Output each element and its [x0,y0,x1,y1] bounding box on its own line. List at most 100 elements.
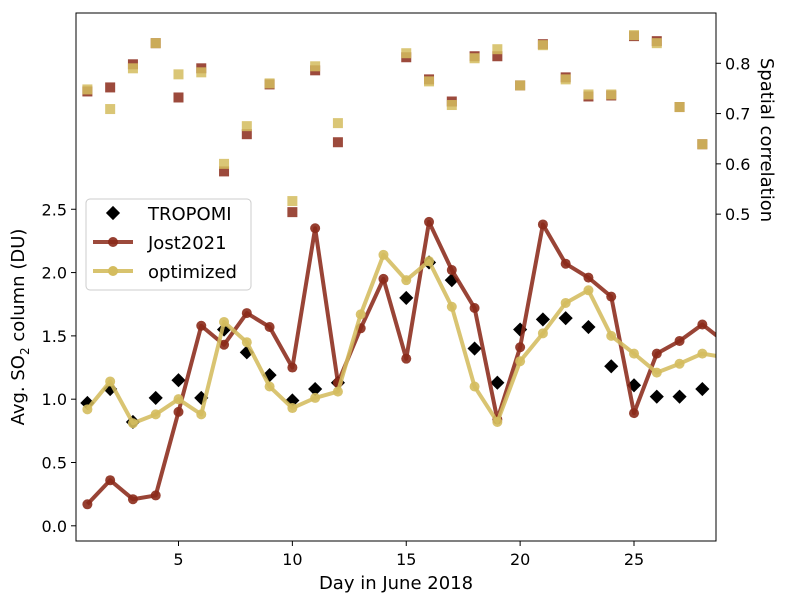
optimized-point [332,386,343,397]
correlation-point-optimized [424,76,435,87]
legend-jost-label: Jost2021 [147,233,227,254]
correlation-point-optimized [127,63,138,74]
optimized-point [469,381,480,392]
x-tick-label: 10 [282,550,302,569]
jost2021-point [606,291,617,302]
correlation-point-optimized [674,102,685,113]
correlation-point-optimized [583,89,594,100]
correlation-point-optimized [606,89,617,100]
x-tick-label: 5 [173,550,183,569]
jost2021-point [697,319,708,330]
y2-axis-label: Spatial correlation [756,58,777,222]
optimized-point [446,301,457,312]
optimized-point [492,416,503,427]
correlation-point-jost2021 [332,137,343,148]
correlation-point-optimized [219,158,230,169]
optimized-point [196,409,207,420]
jost2021-point [287,362,298,373]
y-tick-label: 1.0 [42,390,67,409]
jost2021-point [196,320,207,331]
jost2021-point [651,348,662,359]
correlation-point-jost2021 [287,207,298,218]
y-tick-label: 0.5 [42,453,67,472]
x-tick-label: 15 [396,550,416,569]
jost2021-point [674,335,685,346]
legend-optimized-marker [108,266,118,276]
optimized-point [651,367,662,378]
jost2021-point [424,216,435,227]
jost2021-point [446,265,457,276]
jost2021-point [469,303,480,314]
correlation-point-optimized [401,48,412,59]
correlation-point-optimized [241,121,252,132]
tropomi-point [672,389,687,404]
correlation-point-jost2021 [219,166,230,177]
correlation-point-optimized [560,74,571,85]
y-tick-label: 0.0 [42,517,67,536]
jost2021-point [560,258,571,269]
correlation-point-optimized [537,40,548,51]
x-tick-label: 25 [624,550,644,569]
optimized-point [629,348,640,359]
y2-tick-label: 0.5 [725,205,750,224]
tropomi-point [535,312,550,327]
correlation-point-optimized [446,100,457,111]
jost2021-point [150,490,161,501]
tropomi-point [490,375,505,390]
legend: TROPOMI Jost2021 optimized [85,198,252,291]
axes: 5 10 15 20 25 0.0 0.5 1.0 1.5 2.0 2.5 0.5 0.6 0.7 0.8 [42,54,751,569]
tropomi-point [558,311,573,326]
y2-tick-label: 0.8 [725,54,750,73]
jost2021-point [219,339,230,350]
tropomi-point [399,290,414,305]
optimized-point [287,403,298,414]
y-tick-label: 2.0 [42,264,67,283]
tropomi-point [604,359,619,374]
legend-frame [85,198,252,291]
jost2021-point [583,272,594,283]
optimized-point [583,285,594,296]
correlation-point-optimized [332,118,343,129]
correlation-point-optimized [150,38,161,49]
correlation-point-optimized [310,61,321,72]
optimized-point [241,337,252,348]
y2-tick-label: 0.7 [725,105,750,124]
y-tick-label: 2.5 [42,200,67,219]
optimized-point [401,275,412,286]
tropomi-point [148,390,163,405]
y-axis-label: Avg. SO2 column (DU) [8,229,32,426]
correlation-point-optimized [105,104,116,115]
optimized-point [720,352,730,362]
correlation-point-optimized [287,196,298,207]
jost2021-point [310,223,321,234]
correlation-point-optimized [629,30,640,41]
jost2021-point [82,499,93,510]
optimized-point [219,316,230,327]
x-axis-label: Day in June 2018 [319,573,473,594]
jost2021-point [378,273,389,284]
optimized-point [515,356,526,367]
tropomi-point [649,389,664,404]
tropomi-point [581,319,596,335]
plot-frame [75,12,717,542]
optimized-point [82,404,93,415]
correlation-point-optimized [492,44,503,55]
correlation-point-optimized [82,84,93,95]
optimized-point [674,358,685,369]
jost2021-point [401,353,412,364]
legend-tropomi-label: TROPOMI [147,204,232,225]
jost2021-point [241,308,252,319]
correlation-point-optimized [515,80,526,91]
tropomi-point [467,341,482,356]
y-tick-label: 1.5 [42,327,67,346]
optimized-point [378,249,389,260]
jost2021-point [127,494,138,505]
jost2021-point [629,408,640,419]
optimized-point [424,256,435,267]
correlation-point-jost2021 [105,82,116,93]
correlation-point-jost2021 [241,129,252,140]
legend-jost-marker [108,237,118,247]
correlation-point-optimized [173,69,184,80]
optimized-point [560,297,571,308]
correlation-point-optimized [264,78,275,89]
